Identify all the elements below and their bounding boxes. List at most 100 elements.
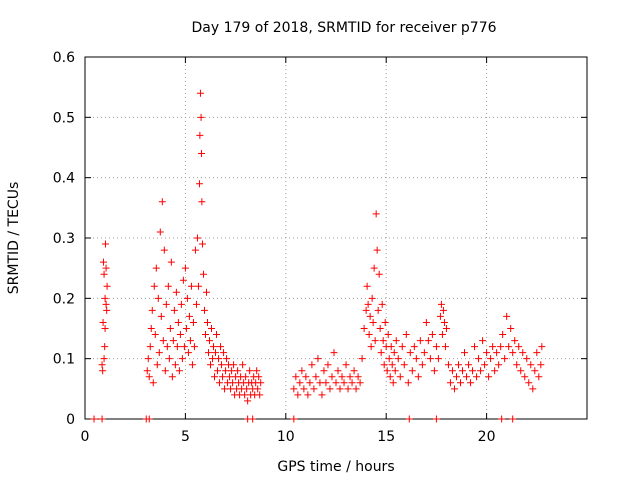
data-point [164, 282, 172, 290]
data-point [479, 337, 487, 345]
data-point [324, 361, 332, 369]
data-point [367, 343, 375, 351]
data-point [340, 379, 348, 387]
data-point [491, 367, 499, 375]
data-point [348, 379, 356, 387]
data-point [211, 373, 219, 381]
data-point [366, 312, 374, 320]
data-point [477, 367, 485, 375]
x-tick-label: 5 [181, 429, 190, 445]
data-point [414, 373, 422, 381]
data-point [149, 379, 157, 387]
data-point [374, 306, 382, 314]
data-point [316, 379, 324, 387]
data-point [145, 415, 153, 423]
data-point [298, 367, 306, 375]
data-point [214, 367, 222, 375]
data-point [497, 343, 505, 351]
data-point [147, 325, 155, 332]
data-point [346, 373, 354, 381]
data-point [145, 373, 153, 381]
data-point [505, 343, 513, 351]
data-point [216, 379, 224, 387]
data-point [189, 318, 197, 326]
data-point [218, 361, 226, 369]
y-axis-label: SRMTID / TECUs [6, 182, 22, 295]
data-point [198, 198, 206, 206]
data-point [444, 361, 452, 369]
data-point [294, 391, 302, 399]
data-point [535, 373, 543, 381]
data-point [197, 113, 205, 121]
data-point [256, 391, 264, 399]
data-point [148, 306, 156, 314]
data-point [533, 349, 541, 357]
data-point [302, 373, 310, 381]
data-point [418, 361, 426, 369]
data-point [362, 306, 370, 314]
data-point [154, 294, 162, 302]
data-point [156, 228, 164, 236]
y-tick-label: 0.6 [53, 50, 75, 66]
data-point [332, 379, 340, 387]
data-point [369, 318, 377, 326]
x-tick-label: 10 [277, 429, 295, 445]
data-point [454, 361, 462, 369]
data-point [469, 367, 477, 375]
y-tick-label: 0.4 [53, 171, 75, 187]
data-point [99, 367, 107, 375]
data-point [101, 325, 109, 332]
data-point [220, 349, 228, 357]
data-point [204, 349, 212, 357]
data-point [253, 367, 261, 375]
data-point [365, 331, 373, 339]
data-point [499, 331, 507, 339]
data-point [223, 355, 231, 363]
data-point [394, 355, 402, 363]
data-point [171, 361, 179, 369]
data-point [465, 361, 473, 369]
data-point [199, 270, 207, 278]
axis-ticks: 0 0.1 0.2 0.3 0.4 0.5 0.6 0 5 10 15 20 [53, 50, 587, 445]
data-point [358, 355, 366, 363]
data-point [196, 89, 204, 97]
data-point [159, 337, 167, 345]
data-point [209, 355, 217, 363]
data-point [450, 385, 458, 393]
data-point [102, 264, 110, 272]
data-point [239, 361, 247, 369]
data-point [194, 282, 202, 290]
data-point [213, 331, 221, 339]
y-tick-label: 0.1 [53, 352, 75, 368]
data-point [437, 300, 445, 308]
data-point [314, 355, 322, 363]
data-point [350, 367, 358, 375]
data-point [441, 343, 449, 351]
data-point [173, 343, 181, 351]
data-point [495, 361, 503, 369]
data-point [187, 282, 195, 290]
data-point [344, 385, 352, 393]
data-point [308, 361, 316, 369]
data-point [388, 361, 396, 369]
data-point [244, 397, 252, 405]
data-point [186, 337, 194, 345]
data-point [473, 373, 481, 381]
data-point [402, 331, 410, 339]
data-points [90, 89, 546, 423]
data-point [176, 331, 184, 339]
data-point [352, 385, 360, 393]
x-tick-label: 15 [377, 429, 395, 445]
data-point [103, 306, 111, 314]
chart-title: Day 179 of 2018, SRMTID for receiver p77… [191, 20, 496, 36]
data-point [531, 367, 539, 375]
data-point [255, 373, 263, 381]
data-point [416, 337, 424, 345]
data-point [371, 337, 379, 345]
data-point [205, 337, 213, 345]
data-point [360, 325, 368, 332]
data-point [389, 379, 397, 387]
data-point [523, 355, 531, 363]
data-point [151, 331, 159, 339]
data-point [334, 367, 342, 375]
